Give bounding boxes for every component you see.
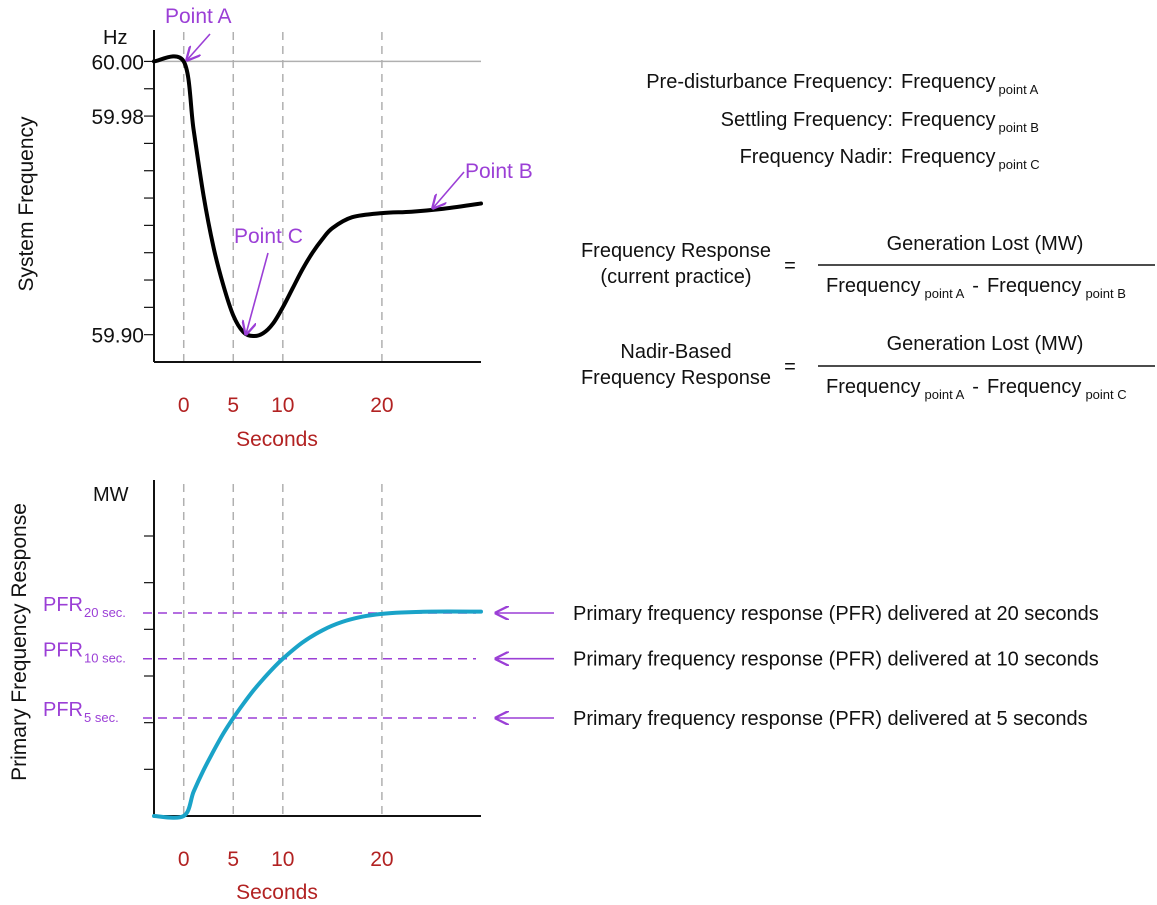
top-chart-x-tick-labels: 0 5 10 20 [178, 394, 394, 417]
top-chart-x-tick-label: 5 [227, 394, 239, 417]
definition-settling-value: Frequency point B [901, 109, 1039, 135]
frequency-point-definitions: Pre-disturbance Frequency: Frequency poin… [646, 71, 1040, 172]
formula-current-denominator: Frequency point A - Frequency point B [826, 275, 1126, 301]
point-a-label: Point A [165, 5, 232, 28]
formula-current-lhs-line2: (current practice) [600, 266, 751, 288]
frequency-response-formula: Frequency Response (current practice) = … [581, 233, 1155, 301]
top-chart-y-unit: Hz [103, 27, 127, 49]
pfr-level-description: Primary frequency response (PFR) deliver… [573, 649, 1099, 671]
top-chart-y-minor-ticks [144, 60, 154, 336]
pfr-curve [152, 609, 483, 820]
top-chart-y-tick-label: 60.00 [91, 51, 144, 74]
top-chart-x-tick-label: 20 [370, 394, 393, 417]
formula-current-equals: = [784, 255, 796, 277]
top-chart-x-tick-label: 10 [271, 394, 294, 417]
bottom-chart-x-axis-label: Seconds [236, 881, 318, 904]
pfr-level-description: Primary frequency response (PFR) deliver… [573, 603, 1099, 625]
bottom-chart-pfr-reference-lines [143, 612, 476, 719]
top-chart-x-tick-label: 0 [178, 394, 190, 417]
point-c-arrow [246, 252, 269, 334]
system-frequency-chart: Hz 60.00 59.98 59.90 0 5 10 20 Seconds System… [15, 5, 533, 451]
top-chart-y-axis-label: System Frequency [15, 116, 38, 292]
bottom-chart-gridlines [182, 484, 383, 816]
top-chart-gridlines [182, 32, 383, 362]
pfr-level-label: PFR20 sec. [43, 594, 126, 620]
primary-frequency-response-chart: MW 0 5 10 20 Seconds Primary Frequency Resp… [8, 480, 1099, 904]
bottom-chart-y-axis-label: Primary Frequency Response [8, 503, 31, 781]
bottom-chart-x-tick-label: 0 [178, 848, 190, 871]
point-a-arrow [187, 33, 211, 60]
definition-nadir: Frequency Nadir: [740, 146, 893, 168]
definition-nadir-value: Frequency point C [901, 146, 1040, 172]
pfr-level-descriptions: Primary frequency response (PFR) deliver… [496, 603, 1099, 730]
bottom-chart-y-minor-ticks [144, 535, 154, 770]
bottom-chart-x-tick-label: 5 [227, 848, 239, 871]
definition-pre-disturbance: Pre-disturbance Frequency: [646, 71, 893, 93]
pfr-level-labels: PFR20 sec. PFR10 sec. PFR5 sec. [43, 594, 126, 725]
nadir-based-frequency-response-formula: Nadir-Based Frequency Response = Generat… [581, 333, 1155, 402]
bottom-chart-x-tick-label: 20 [370, 848, 393, 871]
formula-current-numerator: Generation Lost (MW) [887, 233, 1084, 255]
point-c-label: Point C [234, 225, 303, 248]
top-chart-y-tick-label: 59.90 [91, 325, 144, 348]
point-b-arrow [433, 171, 465, 208]
formula-nadir-denominator: Frequency point A - Frequency point C [826, 376, 1127, 402]
pfr-level-label: PFR5 sec. [43, 699, 119, 725]
pfr-level-description: Primary frequency response (PFR) deliver… [573, 708, 1088, 730]
formula-current-lhs-line1: Frequency Response [581, 240, 771, 262]
formula-nadir-lhs-line1: Nadir-Based [620, 341, 731, 363]
top-chart-y-tick-labels: 60.00 59.98 59.90 [91, 51, 144, 347]
frequency-curve [152, 54, 483, 339]
top-chart-x-axis-label: Seconds [236, 428, 318, 451]
formula-nadir-equals: = [784, 356, 796, 378]
formula-nadir-numerator: Generation Lost (MW) [887, 333, 1084, 355]
top-chart-y-tick-label: 59.98 [91, 106, 144, 129]
bottom-chart-x-tick-labels: 0 5 10 20 [178, 848, 394, 871]
definition-pre-disturbance-value: Frequency point A [901, 71, 1039, 97]
definition-settling: Settling Frequency: [721, 109, 893, 131]
bottom-chart-x-tick-label: 10 [271, 848, 294, 871]
pfr-level-label: PFR10 sec. [43, 640, 126, 666]
point-b-label: Point B [465, 160, 533, 183]
formula-nadir-lhs-line2: Frequency Response [581, 367, 771, 389]
bottom-chart-y-unit: MW [93, 484, 129, 506]
